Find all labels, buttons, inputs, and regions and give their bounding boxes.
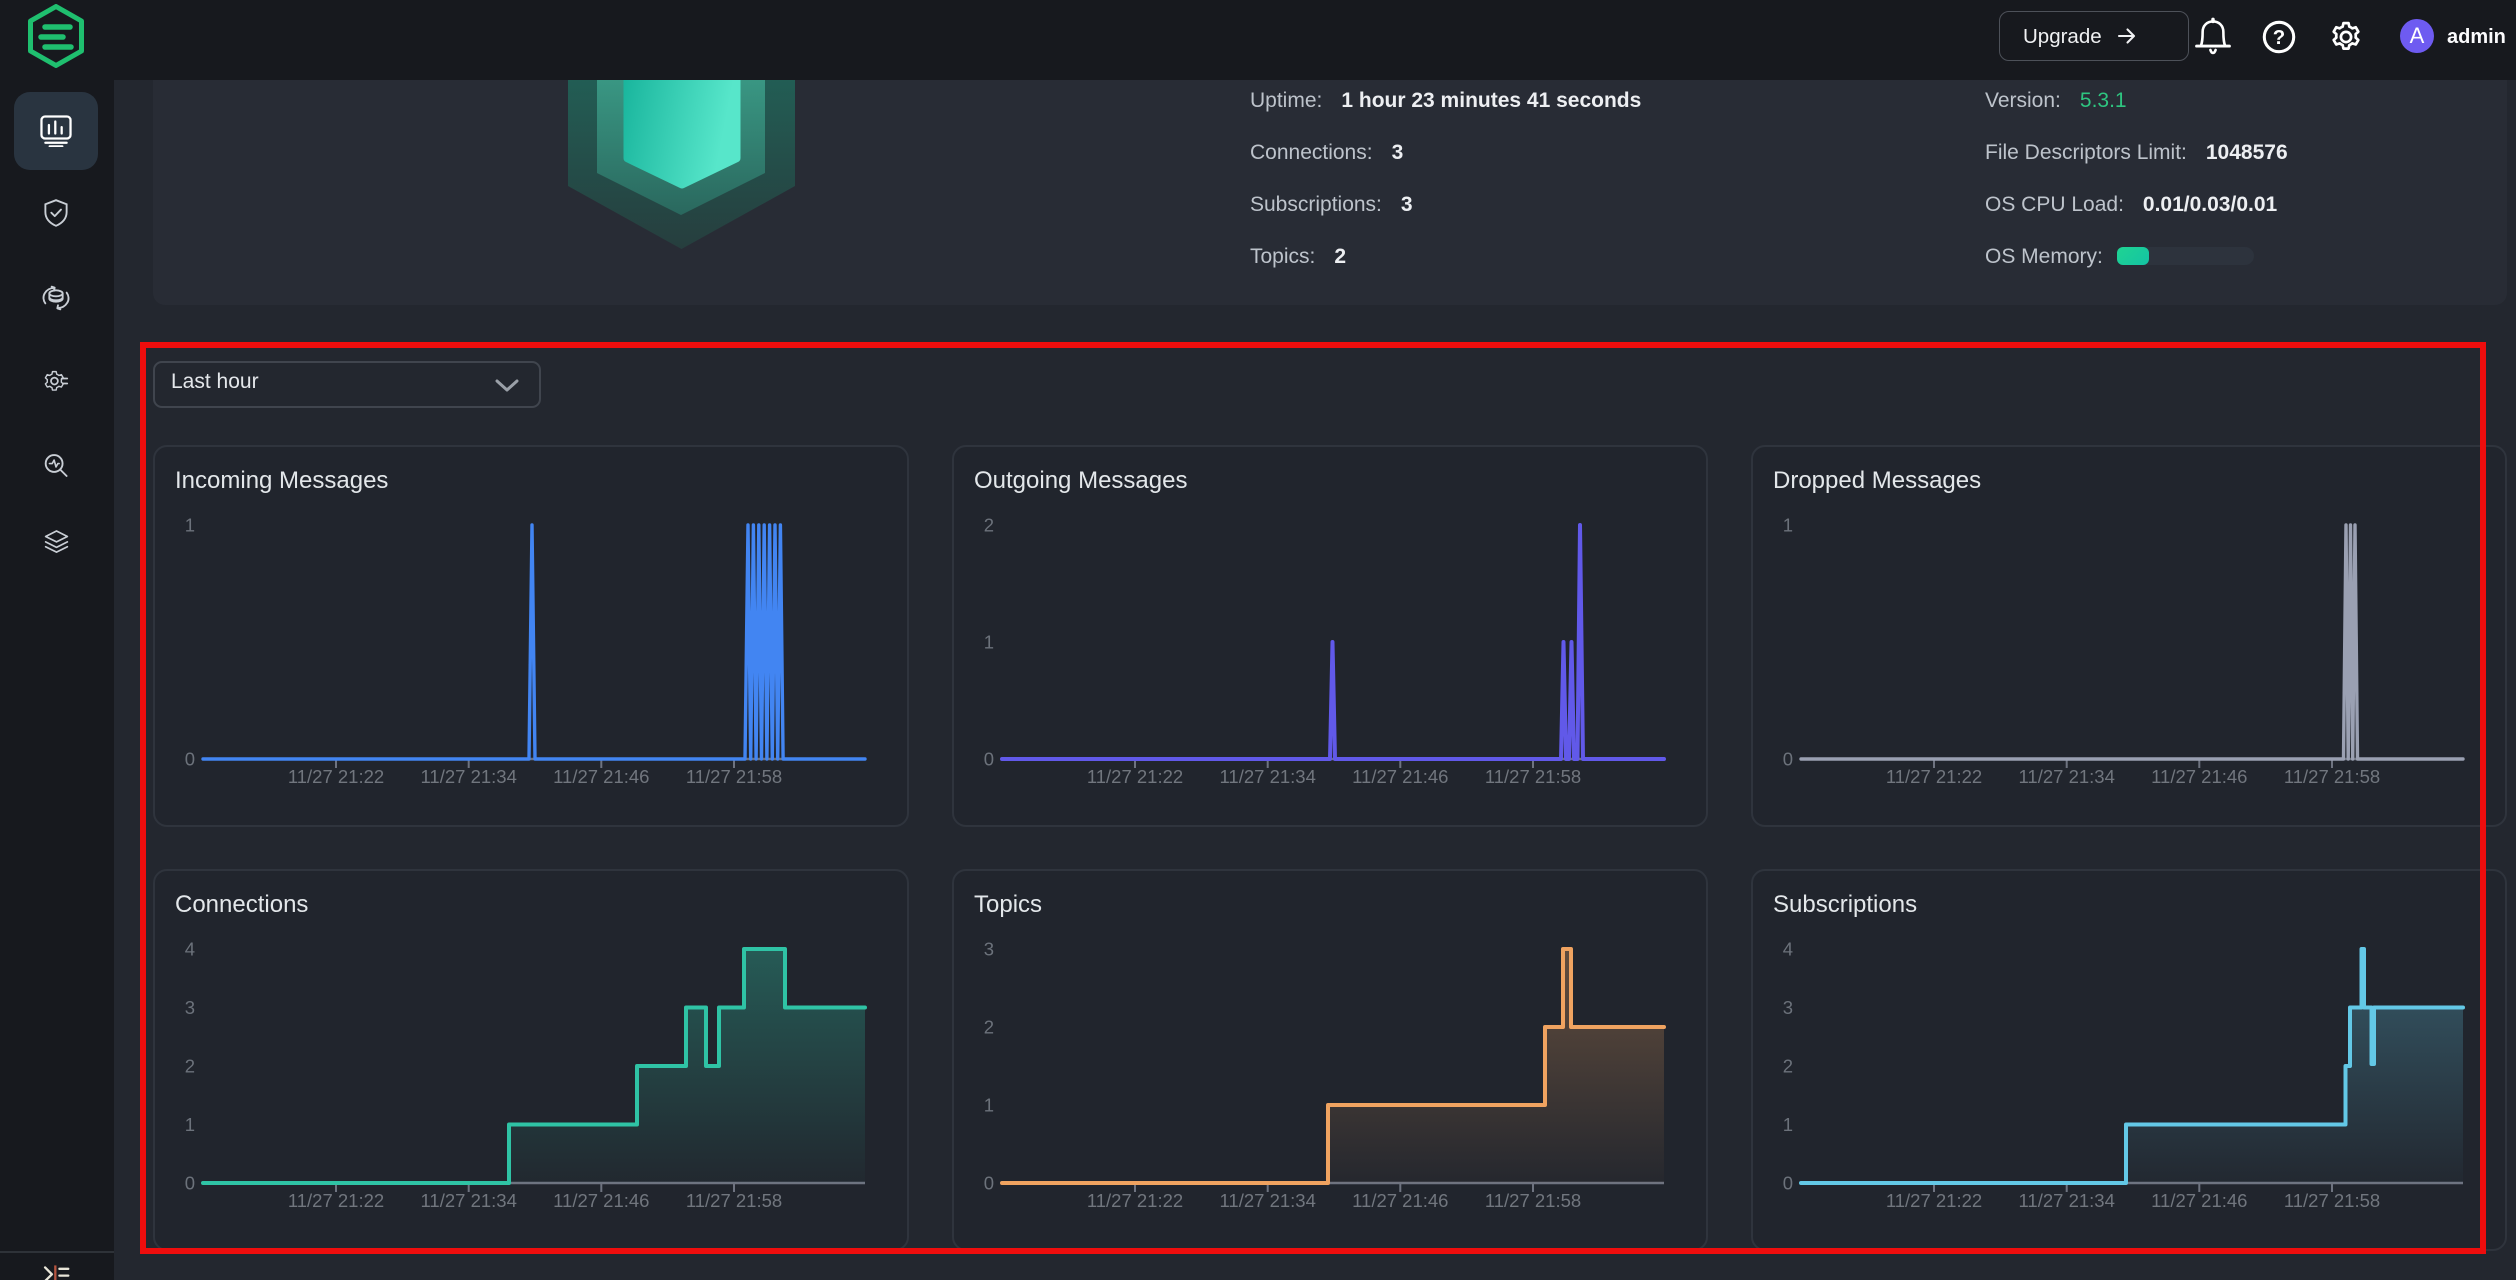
svg-text:11/27 21:22: 11/27 21:22 xyxy=(1886,766,1982,787)
svg-text:11/27 21:34: 11/27 21:34 xyxy=(2019,766,2115,787)
svg-text:3: 3 xyxy=(185,997,195,1018)
svg-text:11/27 21:46: 11/27 21:46 xyxy=(1352,766,1448,787)
svg-text:0: 0 xyxy=(1783,749,1793,770)
svg-text:1: 1 xyxy=(185,515,195,536)
svg-text:2: 2 xyxy=(1783,1056,1793,1077)
svg-text:11/27 21:34: 11/27 21:34 xyxy=(421,766,517,787)
svg-text:0: 0 xyxy=(984,749,994,770)
svg-text:11/27 21:58: 11/27 21:58 xyxy=(1485,1190,1581,1211)
svg-text:11/27 21:34: 11/27 21:34 xyxy=(2019,1190,2115,1211)
svg-text:3: 3 xyxy=(984,939,994,960)
svg-text:1: 1 xyxy=(185,1114,195,1135)
svg-text:11/27 21:34: 11/27 21:34 xyxy=(1220,766,1316,787)
svg-text:1: 1 xyxy=(984,632,994,653)
svg-text:11/27 21:34: 11/27 21:34 xyxy=(1220,1190,1316,1211)
svg-text:0: 0 xyxy=(185,1173,195,1194)
svg-text:11/27 21:46: 11/27 21:46 xyxy=(2151,766,2247,787)
svg-text:11/27 21:22: 11/27 21:22 xyxy=(1886,1190,1982,1211)
svg-text:11/27 21:58: 11/27 21:58 xyxy=(1485,766,1581,787)
svg-text:1: 1 xyxy=(1783,1114,1793,1135)
svg-text:3: 3 xyxy=(1783,997,1793,1018)
svg-text:2: 2 xyxy=(185,1056,195,1077)
svg-text:4: 4 xyxy=(1783,939,1793,960)
svg-text:4: 4 xyxy=(185,939,195,960)
svg-text:2: 2 xyxy=(984,1017,994,1038)
svg-text:1: 1 xyxy=(984,1095,994,1116)
svg-text:?: ? xyxy=(2273,27,2285,49)
svg-text:11/27 21:22: 11/27 21:22 xyxy=(288,766,384,787)
svg-text:11/27 21:58: 11/27 21:58 xyxy=(686,1190,782,1211)
svg-text:11/27 21:22: 11/27 21:22 xyxy=(1087,1190,1183,1211)
svg-text:11/27 21:58: 11/27 21:58 xyxy=(2284,766,2380,787)
svg-text:0: 0 xyxy=(1783,1173,1793,1194)
svg-text:0: 0 xyxy=(984,1173,994,1194)
svg-text:11/27 21:22: 11/27 21:22 xyxy=(288,1190,384,1211)
svg-text:11/27 21:46: 11/27 21:46 xyxy=(2151,1190,2247,1211)
svg-text:11/27 21:46: 11/27 21:46 xyxy=(553,766,649,787)
svg-text:2: 2 xyxy=(984,515,994,536)
svg-text:1: 1 xyxy=(1783,515,1793,536)
svg-text:0: 0 xyxy=(185,749,195,770)
svg-text:11/27 21:34: 11/27 21:34 xyxy=(421,1190,517,1211)
svg-text:11/27 21:22: 11/27 21:22 xyxy=(1087,766,1183,787)
svg-text:11/27 21:58: 11/27 21:58 xyxy=(686,766,782,787)
svg-text:11/27 21:58: 11/27 21:58 xyxy=(2284,1190,2380,1211)
svg-text:11/27 21:46: 11/27 21:46 xyxy=(553,1190,649,1211)
svg-text:11/27 21:46: 11/27 21:46 xyxy=(1352,1190,1448,1211)
